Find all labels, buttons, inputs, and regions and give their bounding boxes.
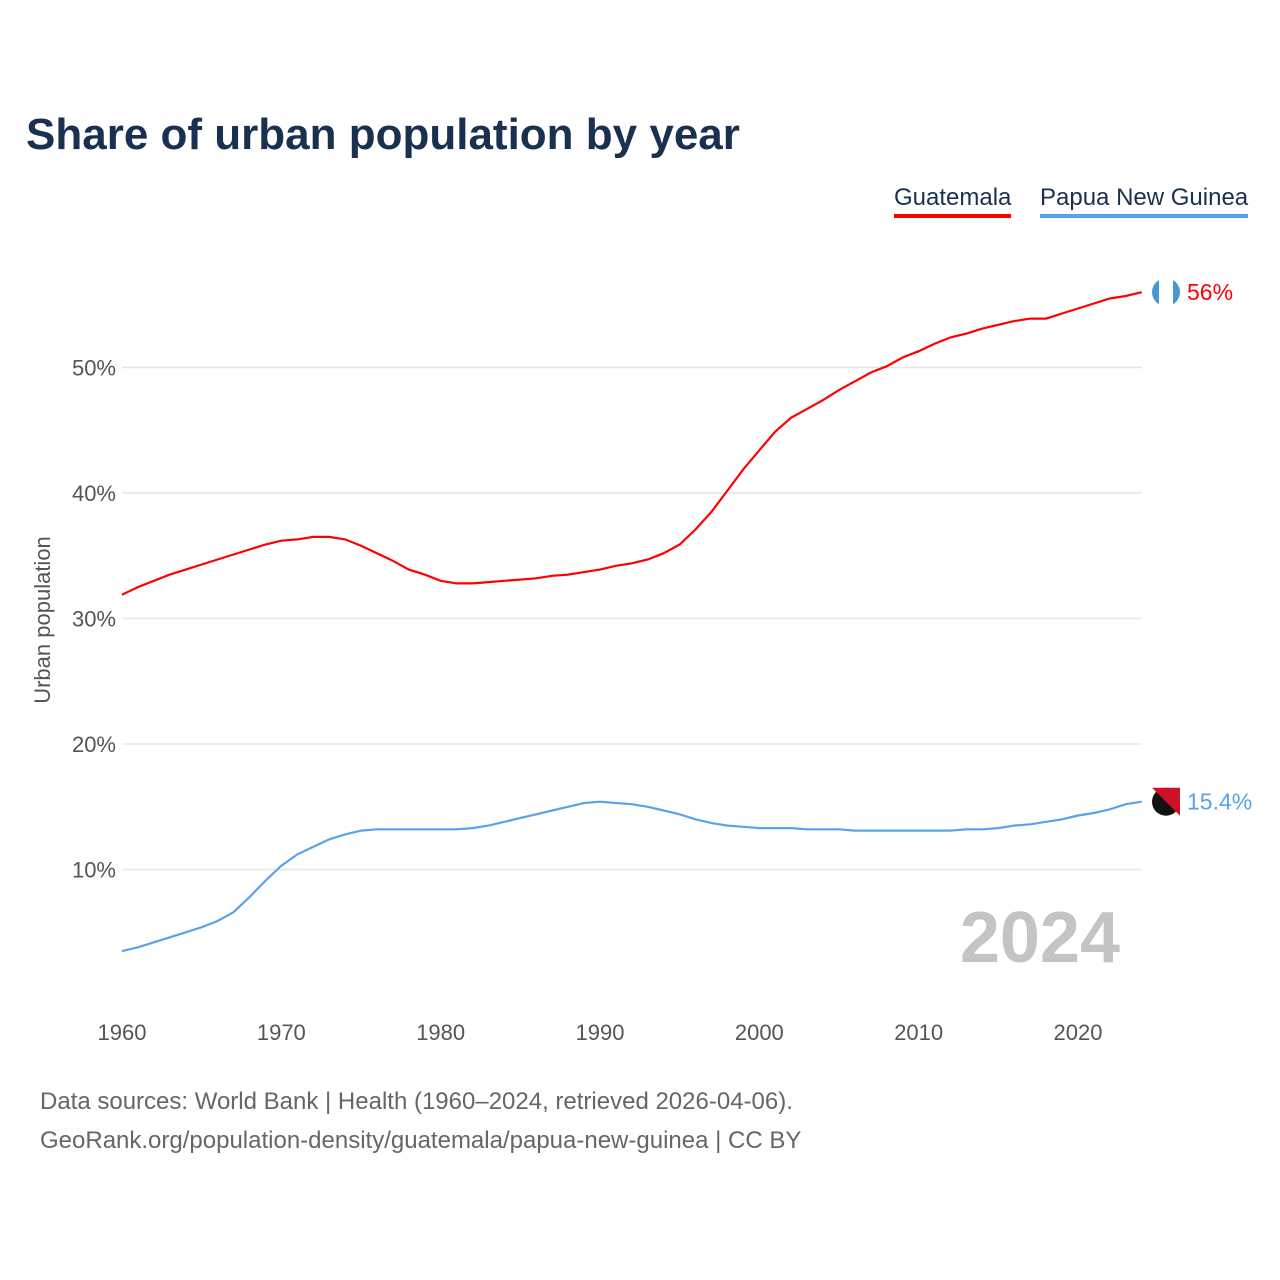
year-watermark: 2024: [960, 898, 1120, 978]
footer-link[interactable]: GeoRank.org/population-density/guatemala…: [40, 1127, 802, 1154]
y-tick-label: 30%: [72, 607, 116, 632]
x-tick-label: 1990: [576, 1020, 625, 1045]
x-tick-label: 2020: [1054, 1020, 1103, 1045]
footer-sources: Data sources: World Bank | Health (1960–…: [40, 1088, 793, 1115]
x-tick-label: 2000: [735, 1020, 784, 1045]
y-tick-label: 20%: [72, 732, 116, 757]
y-tick-label: 40%: [72, 481, 116, 506]
legend-papua-new-guinea[interactable]: Papua New Guinea: [1040, 184, 1249, 218]
x-tick-label: 1980: [416, 1020, 465, 1045]
flag-triangle: [1152, 787, 1180, 816]
y-axis-label: Urban population: [30, 536, 55, 704]
end-value-label: 15.4%: [1187, 789, 1252, 815]
series-line-1[interactable]: [121, 800, 1142, 953]
x-tick-label: 1960: [98, 1020, 147, 1045]
end-value-label: 56%: [1187, 279, 1233, 305]
x-tick-label: 2010: [894, 1020, 943, 1045]
chart-title: Share of urban population by year: [26, 110, 740, 159]
x-tick-label: 1970: [257, 1020, 306, 1045]
y-tick-label: 10%: [72, 858, 116, 883]
flag-stripe: [1159, 278, 1173, 307]
legend-guatemala[interactable]: Guatemala: [894, 184, 1012, 218]
y-tick-label: 50%: [72, 356, 116, 381]
series-line-0[interactable]: [121, 291, 1142, 596]
